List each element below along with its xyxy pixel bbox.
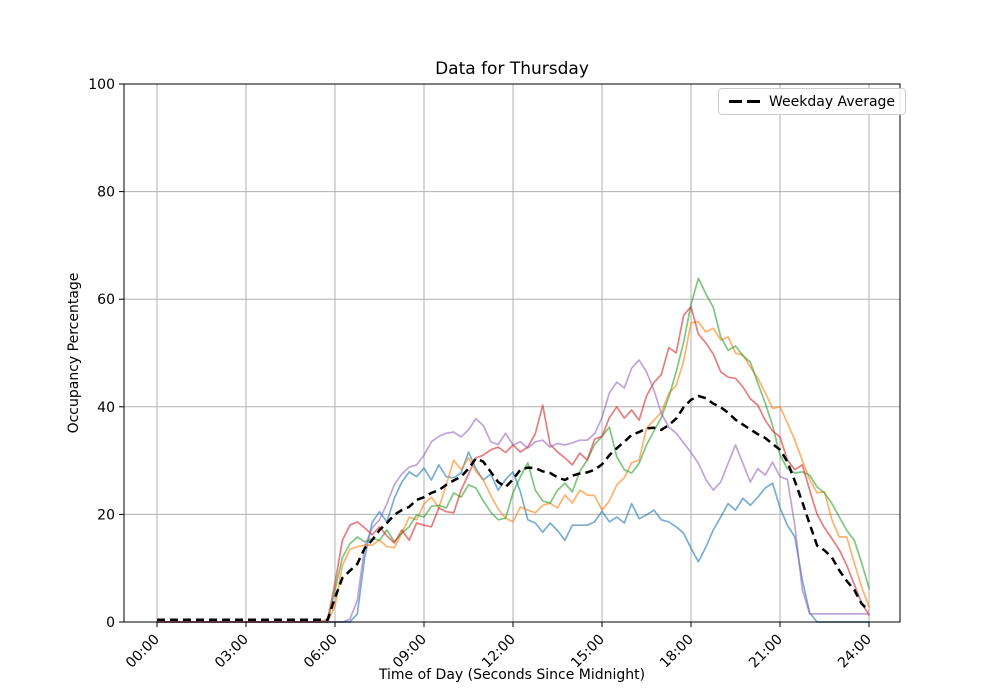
y-tick-label: 40: [97, 400, 115, 416]
x-tick-label: 12:00: [479, 632, 519, 672]
x-tick-label: 18:00: [657, 632, 697, 672]
x-tick-label: 03:00: [212, 632, 252, 672]
x-tick-label: 06:00: [301, 632, 341, 672]
chart-title: Data for Thursday: [435, 59, 589, 79]
y-tick-label: 0: [106, 615, 115, 631]
x-axis-label: Time of Day (Seconds Since Midnight): [378, 667, 646, 683]
legend: Weekday Average: [718, 88, 907, 115]
y-tick-label: 80: [97, 185, 115, 201]
weekday-average-line: [157, 394, 870, 622]
x-tick-label: 09:00: [390, 632, 430, 672]
y-tick-label: 60: [97, 292, 115, 308]
y-tick-label: 20: [97, 507, 115, 523]
x-tick-label: 24:00: [835, 632, 875, 672]
legend-dashed-line-sample: [729, 100, 760, 103]
x-tick-label: 00:00: [123, 632, 163, 672]
axes-border: [123, 83, 901, 623]
y-tick-label: 100: [88, 77, 115, 93]
x-tick-label: 15:00: [568, 632, 608, 672]
legend-label: Weekday Average: [769, 93, 896, 110]
x-tick-label: 21:00: [746, 632, 786, 672]
y-axis-label: Occupancy Percentage: [66, 272, 82, 434]
